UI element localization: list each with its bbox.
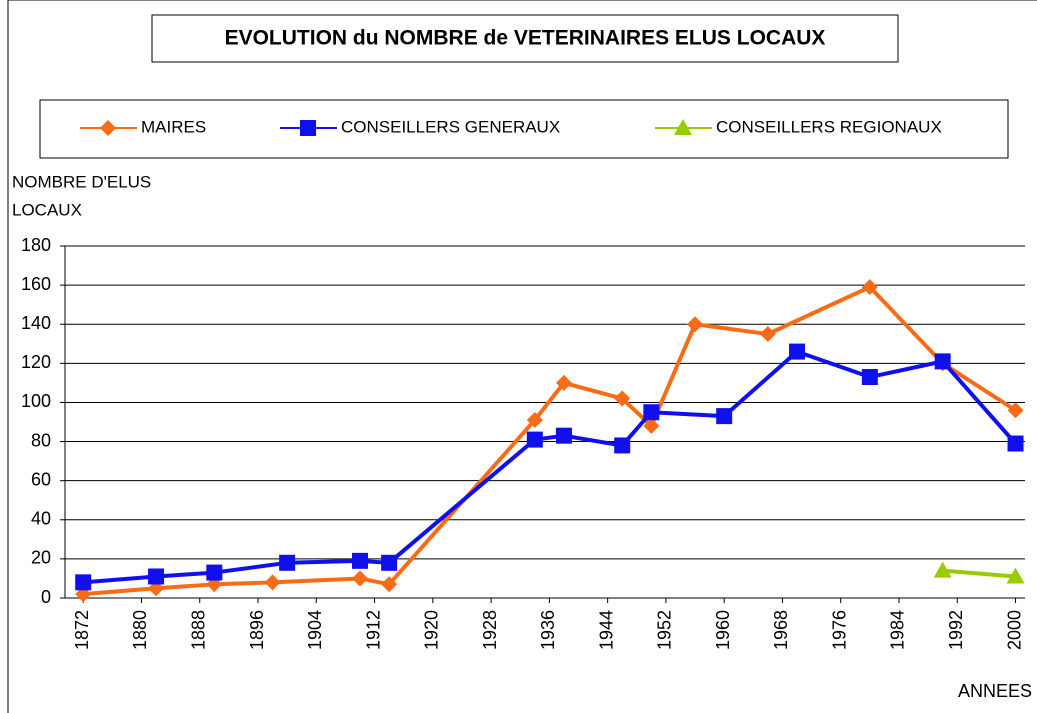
x-tick-label: 1968 [771, 610, 791, 650]
marker [643, 417, 660, 434]
x-tick-label: 1936 [538, 610, 558, 650]
marker [643, 404, 660, 421]
x-tick-label: 1976 [829, 610, 849, 650]
marker [148, 568, 165, 585]
x-tick-label: 1888 [188, 610, 208, 650]
title-box [151, 14, 899, 63]
marker [933, 561, 952, 578]
y-tick-label: 160 [21, 274, 51, 294]
x-tick-label: 1928 [480, 610, 500, 650]
x-tick-label: 2000 [1004, 610, 1024, 650]
marker [100, 120, 116, 136]
x-tick-label: 1944 [596, 610, 616, 650]
marker [300, 120, 316, 136]
marker [861, 279, 878, 296]
marker [555, 427, 572, 444]
marker [381, 576, 398, 593]
x-axis-label: ANNEES [958, 681, 1032, 701]
y-tick-label: 80 [31, 430, 51, 450]
y-tick-label: 100 [21, 391, 51, 411]
y-axis-label: NOMBRE D'ELUS [12, 172, 151, 191]
legend-label: CONSEILLERS REGIONAUX [716, 117, 942, 136]
marker [206, 564, 223, 581]
legend-label: CONSEILLERS GENERAUX [341, 117, 560, 136]
series-line [942, 568, 1016, 579]
marker [934, 353, 951, 370]
x-tick-label: 1920 [422, 610, 442, 650]
chart-title: EVOLUTION du NOMBRE de VETERINAIRES ELUS… [225, 27, 826, 50]
marker [614, 390, 631, 407]
marker [687, 316, 704, 333]
x-tick-label: 1984 [888, 610, 908, 650]
marker [1007, 435, 1024, 452]
x-tick-label: 1912 [363, 610, 383, 650]
marker [789, 343, 806, 360]
legend-label: MAIRES [141, 117, 206, 136]
x-tick-label: 1952 [655, 610, 675, 650]
marker [526, 412, 543, 429]
x-tick-label: 1896 [247, 610, 267, 650]
x-tick-label: 1960 [713, 610, 733, 650]
marker [614, 437, 631, 454]
x-tick-label: 1992 [946, 610, 966, 650]
series-line [83, 349, 1018, 585]
marker [526, 431, 543, 448]
marker [555, 374, 572, 391]
marker [264, 574, 281, 591]
x-tick-label: 1880 [130, 610, 150, 650]
y-tick-label: 140 [21, 313, 51, 333]
series-line [83, 285, 1017, 597]
marker [1006, 567, 1025, 584]
x-tick-label: 1904 [305, 610, 325, 650]
marker [1007, 402, 1024, 419]
y-tick-label: 40 [31, 509, 51, 529]
marker [75, 574, 92, 591]
y-tick-label: 0 [41, 587, 51, 607]
marker [381, 554, 398, 571]
y-tick-label: 60 [31, 469, 51, 489]
marker [759, 326, 776, 342]
marker [861, 369, 878, 386]
y-tick-label: 20 [31, 548, 51, 568]
legend-box [39, 99, 1009, 159]
marker [351, 552, 368, 569]
marker [279, 554, 296, 571]
chart-frame [7, 0, 1037, 713]
y-tick-label: 120 [21, 352, 51, 372]
x-tick-label: 1872 [72, 610, 92, 650]
marker [674, 119, 692, 135]
marker [351, 570, 368, 587]
marker [716, 408, 733, 425]
y-axis-label: LOCAUX [12, 200, 82, 219]
y-tick-label: 180 [21, 235, 51, 255]
